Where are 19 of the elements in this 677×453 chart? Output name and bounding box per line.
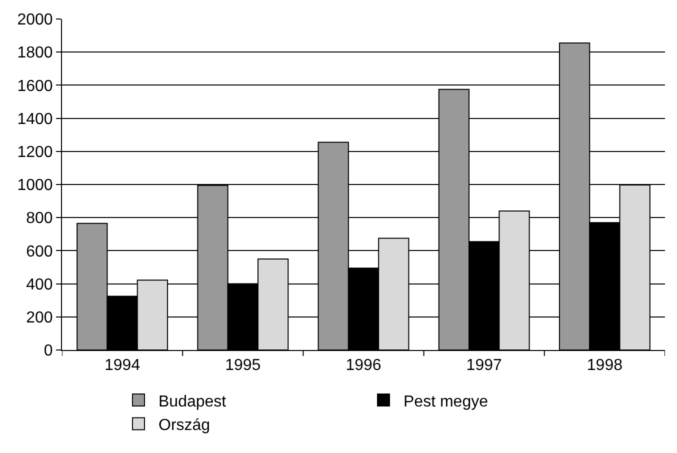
y-tick-label: 1200 (17, 144, 53, 161)
y-tick-label: 200 (26, 310, 53, 326)
y-tick-label: 600 (26, 243, 53, 260)
legend-label: Ország (158, 417, 210, 434)
y-tick-label: 1600 (17, 78, 53, 95)
x-tick-label: 1997 (466, 357, 502, 374)
legend-label: Pest megye (404, 393, 488, 410)
x-tick-label: 1998 (586, 357, 623, 374)
x-tick-label: 1995 (225, 357, 261, 374)
y-tick-label: 2000 (17, 12, 53, 29)
x-tick-label: 1994 (104, 357, 140, 374)
y-tick-label: 0 (44, 342, 53, 360)
y-tick-label: 400 (26, 276, 53, 294)
y-tick-label: 1400 (17, 110, 53, 128)
y-tick-label: 800 (26, 210, 53, 228)
y-tick-label: 1800 (17, 44, 53, 62)
y-tick-label: 1000 (17, 177, 53, 194)
legend-label: Budapest (158, 393, 227, 410)
x-tick-label: 1996 (346, 357, 382, 374)
